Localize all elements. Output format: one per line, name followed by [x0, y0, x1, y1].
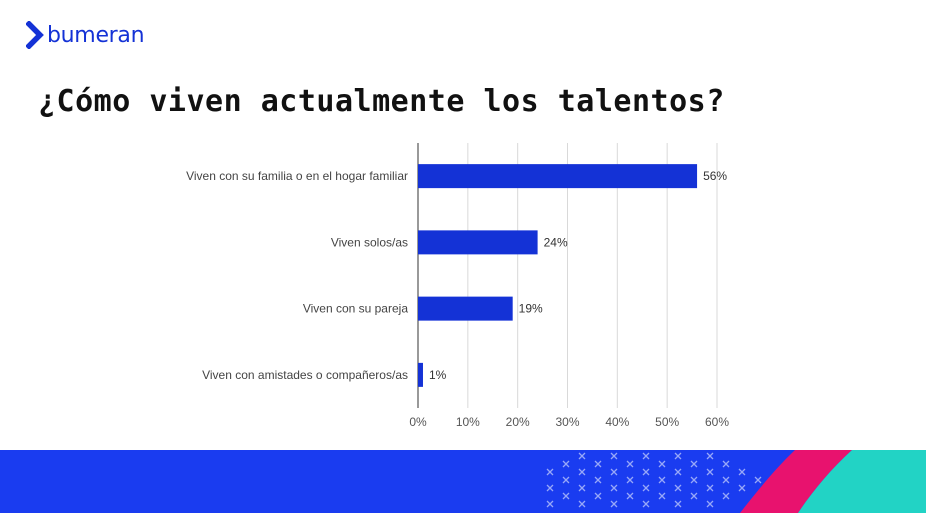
cross-mark-icon [626, 492, 634, 500]
data-label: 24% [544, 235, 568, 249]
cross-mark-icon [610, 468, 618, 476]
data-label: 1% [429, 368, 447, 382]
cross-mark-icon [578, 500, 586, 508]
cross-mark-icon [610, 484, 618, 492]
cross-mark-icon [674, 500, 682, 508]
category-label: Viven solos/as [331, 235, 408, 249]
x-tick-label: 0% [409, 415, 427, 429]
data-label: 56% [703, 169, 727, 183]
cross-mark-icon [738, 468, 746, 476]
cross-mark-icon [594, 476, 602, 484]
cross-mark-icon [690, 492, 698, 500]
brand-name: bumeran [47, 22, 145, 48]
cross-mark-icon [610, 500, 618, 508]
cross-mark-icon [754, 476, 762, 484]
cross-mark-icon [674, 484, 682, 492]
footer-band [0, 450, 926, 513]
bar [418, 362, 423, 387]
bar [418, 164, 698, 189]
cross-mark-icon [722, 476, 730, 484]
cross-mark-icon [546, 500, 554, 508]
x-tick-label: 20% [506, 415, 530, 429]
cross-mark-icon [738, 484, 746, 492]
brand-logo: bumeran [26, 20, 145, 50]
x-tick-label: 10% [456, 415, 480, 429]
bar-chart: Viven con su familia o en el hogar famil… [186, 143, 729, 429]
cross-mark-icon [722, 460, 730, 468]
x-tick-label: 60% [705, 415, 729, 429]
chevron-right-icon [26, 21, 44, 49]
data-label: 19% [519, 302, 543, 316]
cross-mark-icon [578, 484, 586, 492]
category-label: Viven con su familia o en el hogar famil… [186, 169, 408, 183]
cross-mark-icon [706, 468, 714, 476]
cross-mark-icon [690, 476, 698, 484]
cross-mark-icon [642, 484, 650, 492]
cross-mark-icon [706, 452, 714, 460]
x-tick-label: 30% [555, 415, 579, 429]
cross-mark-icon [658, 492, 666, 500]
cross-mark-icon [562, 460, 570, 468]
cross-mark-icon [546, 468, 554, 476]
page-title: ¿Cómo viven actualmente los talentos? [38, 84, 725, 119]
cross-mark-icon [658, 476, 666, 484]
cross-mark-icon [642, 452, 650, 460]
cross-mark-icon [546, 452, 762, 508]
x-tick-label: 40% [605, 415, 629, 429]
cross-mark-icon [722, 492, 730, 500]
cross-mark-icon [642, 468, 650, 476]
cross-mark-icon [674, 468, 682, 476]
cross-mark-icon [674, 452, 682, 460]
cross-mark-icon [594, 460, 602, 468]
cross-mark-icon [706, 484, 714, 492]
cross-mark-icon [546, 484, 554, 492]
category-label: Viven con amistades o compañeros/as [202, 368, 408, 382]
cross-mark-icon [562, 476, 570, 484]
cross-mark-icon [578, 468, 586, 476]
cross-mark-icon [626, 460, 634, 468]
cross-mark-icon [594, 492, 602, 500]
cross-mark-icon [610, 452, 618, 460]
cross-mark-icon [690, 460, 698, 468]
category-label: Viven con su pareja [303, 302, 409, 316]
bar [418, 230, 538, 255]
cross-mark-icon [626, 476, 634, 484]
cross-mark-icon [706, 500, 714, 508]
cross-mark-icon [562, 492, 570, 500]
bar [418, 296, 513, 321]
cross-mark-icon [642, 500, 650, 508]
cross-mark-icon [658, 460, 666, 468]
cross-mark-icon [578, 452, 586, 460]
x-tick-label: 50% [655, 415, 679, 429]
